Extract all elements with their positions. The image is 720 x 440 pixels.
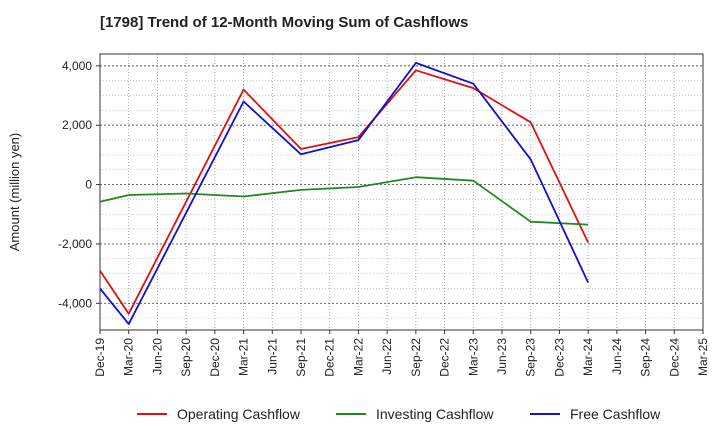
y-tick-label: 2,000 [62,118,92,132]
series-line-free-cashflow [99,62,589,326]
x-tick-label: Mar-20 [122,338,136,376]
x-tick-label: Dec-20 [208,338,222,377]
x-tick-label: Sep-24 [639,338,653,377]
x-tick-label: Jun-23 [495,338,509,375]
x-tick-label: Mar-23 [466,338,480,376]
legend-label: Free Cashflow [570,406,661,422]
x-tick-label: Sep-22 [409,338,423,377]
legend-label: Operating Cashflow [177,406,301,422]
x-tick-label: Mar-24 [581,338,595,376]
x-tick-label: Sep-20 [179,338,193,377]
y-tick-label: 4,000 [62,59,92,73]
x-tick-label: Mar-21 [237,338,251,376]
y-tick-label: 0 [85,178,92,192]
x-tick-label: Jun-22 [380,338,394,375]
x-tick-label: Dec-23 [552,338,566,377]
legend-label: Investing Cashflow [376,406,494,422]
x-tick-label: Sep-23 [524,338,538,377]
x-tick-label: Sep-21 [294,338,308,377]
chart-title: [1798] Trend of 12-Month Moving Sum of C… [100,14,469,31]
series-line-investing-cashflow [99,176,589,226]
x-tick-label: Dec-22 [438,338,452,377]
plot-area-frame [99,53,704,331]
y-tick-label: -4,000 [58,296,92,310]
y-tick-label: -2,000 [58,237,92,251]
x-tick-label: Mar-25 [696,338,710,376]
x-tick-label: Jun-20 [150,338,164,375]
x-tick-label: Dec-24 [667,338,681,377]
series-line-operating-cashflow [99,69,589,315]
x-tick-label: Dec-19 [93,338,107,377]
x-tick-label: Jun-21 [265,338,279,375]
x-tick-label: Dec-21 [323,338,337,377]
y-axis-title: Amount (million yen) [7,133,22,252]
x-tick-label: Jun-24 [610,338,624,375]
x-tick-label: Mar-22 [351,338,365,376]
